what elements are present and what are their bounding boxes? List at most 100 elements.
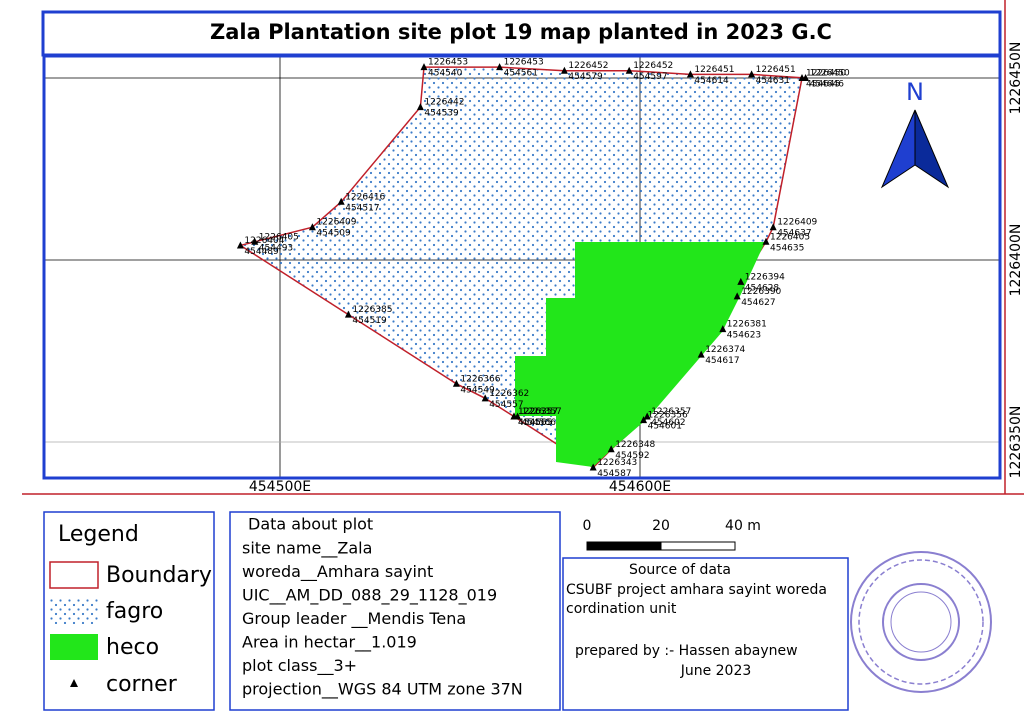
corner-marker [236,241,244,249]
scale-label: 20 [652,518,670,534]
corner-easting: 454561 [504,69,538,79]
corner-northing: 1226385 [352,305,392,315]
corner-northing: 1226357 [518,407,558,417]
corner-marker [560,66,568,74]
title-box [41,10,1002,57]
heco-area [515,242,765,467]
corner-easting: 454628 [745,283,780,293]
corner-marker [452,379,460,387]
northing-label: 1226350N [1008,406,1024,479]
corner-easting: 454602 [651,418,685,428]
corner-easting: 454601 [648,422,682,432]
corner-easting: 454637 [777,229,811,239]
corner-marker [251,237,259,245]
source-text: June 2023 [680,663,752,679]
north-arrow: N [880,78,950,189]
corner-marker [589,463,597,471]
corner-easting: 454517 [345,203,379,213]
legend-item: fagro [106,599,163,624]
corner-easting: 454631 [756,76,790,86]
corner-northing: 1226357 [522,407,562,417]
legend-item: heco [106,635,159,660]
corner-marker [686,70,694,78]
corner-easting: 454579 [568,72,603,82]
legend-title: Legend [58,522,139,547]
corner-easting: 454587 [597,469,631,479]
corner-marker [625,66,633,74]
corner-easting: 454540 [428,69,463,79]
corner-northing: 1226357 [518,407,558,417]
corner-northing: 1226390 [741,287,781,297]
corner-marker [344,310,352,318]
corner-northing: 1226409 [777,218,817,228]
corner-marker [337,197,345,205]
corner-northing: 1226451 [694,65,734,75]
corner-easting: 454627 [741,298,775,308]
corner-northing: 1226404 [244,236,284,246]
corner-easting: 454635 [770,243,804,253]
plot-info-title: Data about plot [248,515,373,534]
corner-marker [416,103,424,111]
legend-swatch [50,634,98,660]
corner-northing: 1226343 [597,458,637,468]
corner-northing: 1226374 [705,345,745,355]
corner-marker [769,223,777,231]
corner-easting: 454597 [633,72,667,82]
corner-easting: 454646 [810,80,845,90]
source-text: Source of data [629,562,731,578]
corner-northing: 1226356 [648,411,688,421]
corner-northing: 1226366 [460,374,500,384]
source-text: CSUBF project amhara sayint woreda [566,582,827,598]
corner-northing: 1226409 [316,218,356,228]
corner-marker [737,277,745,285]
plot-info-line: site name__Zala [242,539,372,559]
corner-easting: 454539 [424,109,459,119]
plot-info: site name__Zala woreda__Amhara sayint UIC_… [242,539,523,700]
corner-easting: 454549 [460,385,495,395]
corner-marker [496,63,504,71]
plot-info-line: projection__WGS 84 UTM zone 37N [242,680,523,700]
corner-northing: 1226394 [745,272,785,282]
plot-info-line: woreda__Amhara sayint [242,562,433,582]
map-title: Zala Plantation site plot 19 map planted… [210,20,832,44]
easting-label: 454500E [249,479,311,495]
scale-bar [586,541,662,551]
plot-info-line: Area in hectar__1.019 [242,633,417,653]
corner-easting: 454614 [694,76,729,86]
scale-label: 40 m [725,518,761,534]
stamp [850,551,992,693]
northing-label: 1226450N [1008,42,1024,115]
scale-label: 0 [583,518,592,534]
corner-easting: 454565 [518,418,552,428]
corner-northing: 1226452 [633,61,673,71]
legend-swatch [70,679,78,687]
plot-info-line: plot class__3+ [242,656,357,676]
corner-marker [748,70,756,78]
north-label: N [906,78,924,106]
corner-marker [510,412,518,420]
corner-marker [420,63,428,71]
northing-label: 1226400N [1008,224,1024,297]
legend-swatch [50,598,98,624]
plot-info-box [229,511,561,711]
corner-marker [719,325,727,333]
corner-northing: 1226442 [424,98,464,108]
legend-item: corner [106,672,178,697]
corner-marker [733,292,741,300]
legend-swatch [49,561,99,589]
corner-easting: 454519 [352,316,387,326]
corner-easting: 454565 [518,418,552,428]
corner-easting: 454509 [316,229,351,239]
corner-northing: 1226450 [806,69,846,79]
corner-easting: 454617 [705,356,739,366]
corner-easting: 454557 [489,400,523,410]
easting-label: 454600E [609,479,671,495]
corner-northing: 1226450 [810,69,850,79]
corner-easting: 454645 [806,80,840,90]
corner-northing: 1226405 [770,232,810,242]
corner-northing: 1226381 [727,320,767,330]
corner-northing: 1226453 [428,58,468,68]
plot-info-line: Group leader __Mendis Tena [242,609,466,629]
corner-marker [697,350,705,358]
